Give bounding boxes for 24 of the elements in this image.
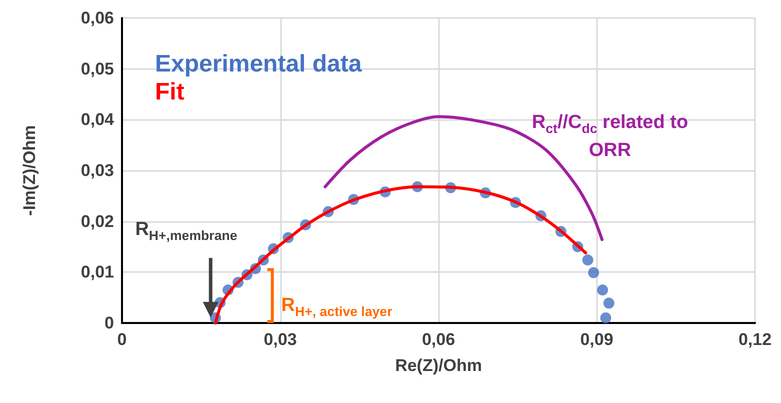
- x-tick-label: 0,06: [422, 330, 456, 349]
- x-tick-label: 0,03: [264, 330, 297, 349]
- y-tick-label: 0,01: [80, 262, 114, 282]
- point: [582, 254, 594, 266]
- x-tick-label: 0: [117, 330, 127, 349]
- x-axis-title: Re(Z)/Ohm: [395, 356, 482, 375]
- y-tick-label: 0,05: [80, 59, 114, 78]
- annotation: R$_{H+,membrane}$: [135, 218, 238, 243]
- y-tick-label: 0,03: [80, 161, 114, 180]
- point: [600, 312, 612, 324]
- point: [588, 267, 600, 278]
- x-tick-label: 0,12: [738, 330, 772, 349]
- x-tick-label: 0,09: [580, 330, 614, 349]
- annotation: R$_{H+, active layer}$: [281, 295, 392, 319]
- text: Experimental data: [155, 50, 362, 78]
- annotation: R$_{ct}$//C$_{dc}$ related to ORR: [530, 112, 690, 162]
- y-tick-label: 0,02: [80, 212, 114, 231]
- y-tick-label: 0,06: [80, 8, 114, 28]
- y-tick-label: 0,04: [80, 110, 115, 130]
- text: Fit: [155, 78, 184, 106]
- point: [597, 284, 608, 296]
- point: [603, 298, 614, 309]
- y-tick-label: 0: [104, 314, 114, 332]
- y-axis-title: -Im(Z)/Ohm: [20, 125, 39, 216]
